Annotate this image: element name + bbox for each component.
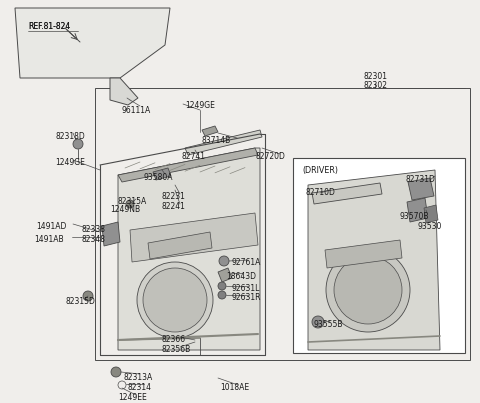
Bar xyxy=(95,88,470,360)
Polygon shape xyxy=(408,178,434,200)
Circle shape xyxy=(326,248,410,332)
Circle shape xyxy=(111,367,121,377)
Circle shape xyxy=(73,139,83,149)
Circle shape xyxy=(218,291,226,299)
Text: 82315D: 82315D xyxy=(66,297,96,306)
Circle shape xyxy=(137,262,213,338)
Polygon shape xyxy=(424,205,438,223)
Text: 1018AE: 1018AE xyxy=(220,383,249,392)
Text: 1249GE: 1249GE xyxy=(55,158,85,167)
Text: 1249NB: 1249NB xyxy=(110,205,140,214)
Text: 82315A: 82315A xyxy=(118,197,147,206)
Circle shape xyxy=(219,256,229,266)
Text: 82338: 82338 xyxy=(82,225,106,234)
Text: 92631R: 92631R xyxy=(232,293,262,302)
Circle shape xyxy=(143,268,207,332)
Text: 96111A: 96111A xyxy=(122,106,151,115)
Bar xyxy=(293,158,465,353)
Text: 1491AD: 1491AD xyxy=(36,222,66,231)
Text: 82231: 82231 xyxy=(162,192,186,201)
Polygon shape xyxy=(148,232,212,259)
Circle shape xyxy=(126,200,134,208)
Text: 92631L: 92631L xyxy=(232,284,260,293)
Text: REF.81-824: REF.81-824 xyxy=(28,22,70,31)
Polygon shape xyxy=(312,183,382,204)
Text: 92761A: 92761A xyxy=(232,258,262,267)
Text: 82356B: 82356B xyxy=(162,345,191,354)
Polygon shape xyxy=(185,130,262,155)
Polygon shape xyxy=(15,8,170,78)
Polygon shape xyxy=(118,148,258,182)
Polygon shape xyxy=(202,126,218,136)
Text: 82313A: 82313A xyxy=(124,373,153,382)
Polygon shape xyxy=(110,78,138,105)
Polygon shape xyxy=(407,198,428,222)
Text: 18643D: 18643D xyxy=(226,272,256,281)
Polygon shape xyxy=(118,148,260,350)
Polygon shape xyxy=(218,268,232,282)
Polygon shape xyxy=(308,170,440,350)
Text: 1491AB: 1491AB xyxy=(34,235,64,244)
Text: 82731D: 82731D xyxy=(406,175,436,184)
Text: 82710D: 82710D xyxy=(305,188,335,197)
Text: 82720D: 82720D xyxy=(256,152,286,161)
Polygon shape xyxy=(325,240,402,268)
Circle shape xyxy=(218,282,226,290)
Text: 82241: 82241 xyxy=(162,202,186,211)
Polygon shape xyxy=(153,168,171,180)
Text: 82301: 82301 xyxy=(363,72,387,81)
Text: 93530: 93530 xyxy=(418,222,443,231)
Text: 93555B: 93555B xyxy=(313,320,343,329)
Circle shape xyxy=(83,291,93,301)
Text: 93570B: 93570B xyxy=(400,212,430,221)
Text: 83714B: 83714B xyxy=(201,136,230,145)
Circle shape xyxy=(334,256,402,324)
Text: 82302: 82302 xyxy=(363,81,387,90)
Text: 82318D: 82318D xyxy=(55,132,85,141)
Text: 82314: 82314 xyxy=(128,383,152,392)
Text: 82348: 82348 xyxy=(82,235,106,244)
Circle shape xyxy=(312,316,324,328)
Text: 1249GE: 1249GE xyxy=(185,101,215,110)
Polygon shape xyxy=(102,222,120,246)
Text: REF.81-824: REF.81-824 xyxy=(28,22,70,31)
Text: 82741: 82741 xyxy=(182,152,206,161)
Polygon shape xyxy=(130,213,258,262)
Text: 82366: 82366 xyxy=(162,335,186,344)
Text: 1249EE: 1249EE xyxy=(118,393,147,402)
Text: 93580A: 93580A xyxy=(143,173,172,182)
Text: (DRIVER): (DRIVER) xyxy=(302,166,338,175)
